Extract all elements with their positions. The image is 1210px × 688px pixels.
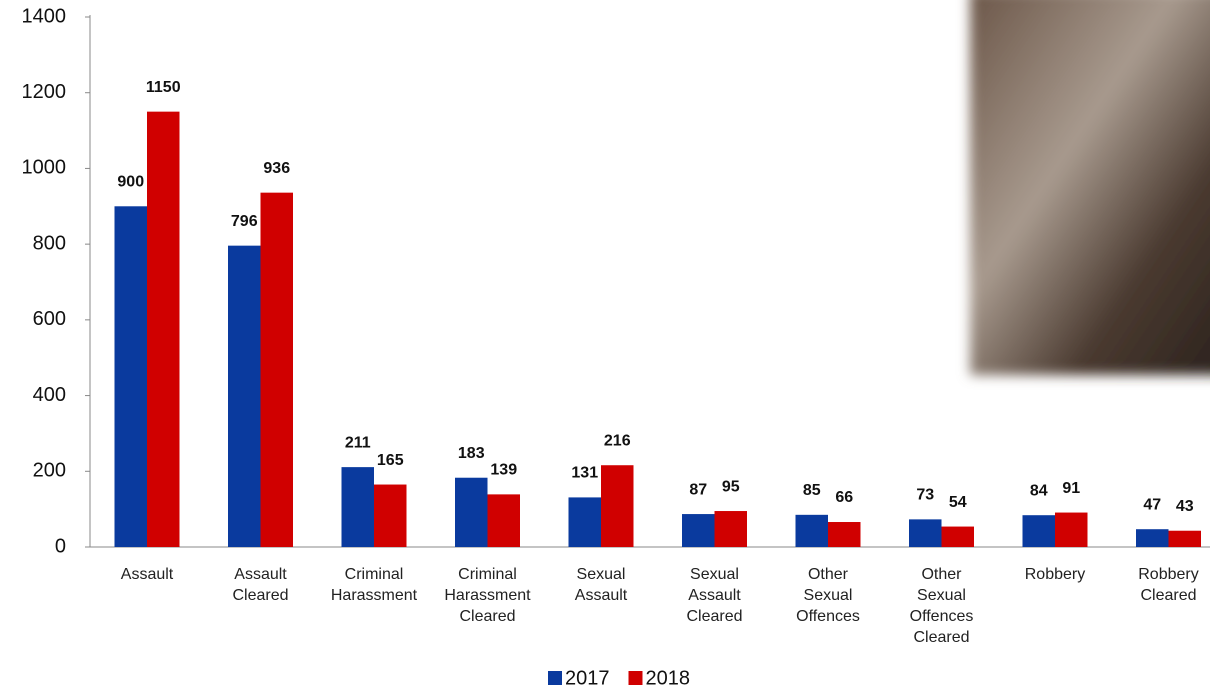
y-tick-label: 1200 bbox=[22, 81, 67, 103]
legend-swatch bbox=[628, 671, 643, 685]
data-label: 183 bbox=[458, 445, 485, 462]
bar bbox=[487, 494, 520, 547]
data-label: 47 bbox=[1143, 496, 1161, 513]
data-label: 43 bbox=[1176, 498, 1194, 515]
bar bbox=[909, 519, 942, 547]
bar bbox=[114, 206, 147, 548]
x-tick-label: Robbery bbox=[1024, 566, 1086, 583]
y-tick-label: 800 bbox=[33, 232, 66, 254]
legend-label: 2017 bbox=[565, 667, 610, 688]
x-tick-label: Other Sexual Offences bbox=[796, 566, 860, 625]
bar bbox=[1168, 530, 1201, 547]
x-tick-label: Criminal Harassment bbox=[330, 566, 418, 604]
x-tick-label: Criminal Harassment Cleared bbox=[444, 566, 531, 625]
y-tick-label: 1400 bbox=[22, 5, 67, 27]
bar bbox=[828, 522, 861, 547]
data-label: 54 bbox=[949, 494, 967, 511]
data-label: 66 bbox=[835, 489, 853, 506]
photo bbox=[970, 0, 1210, 375]
data-label: 139 bbox=[490, 462, 517, 479]
bar bbox=[601, 465, 634, 547]
data-label: 131 bbox=[571, 465, 598, 482]
x-tick-label: Robbery Cleared bbox=[1138, 566, 1199, 604]
data-label: 95 bbox=[722, 478, 740, 495]
data-label: 84 bbox=[1030, 482, 1048, 499]
data-label: 216 bbox=[604, 432, 631, 449]
x-tick-label: Assault Cleared bbox=[232, 566, 289, 604]
y-tick-label: 1000 bbox=[22, 157, 67, 179]
data-label: 936 bbox=[263, 160, 290, 177]
bar bbox=[147, 111, 180, 548]
data-label: 85 bbox=[803, 482, 821, 499]
legend-label: 2018 bbox=[646, 667, 691, 688]
data-label: 165 bbox=[377, 452, 404, 469]
y-tick-label: 400 bbox=[33, 384, 66, 406]
bar bbox=[568, 497, 601, 547]
bar bbox=[1022, 515, 1055, 547]
bar bbox=[941, 526, 974, 547]
bar bbox=[1055, 512, 1088, 547]
data-label: 796 bbox=[231, 213, 258, 230]
x-tick-label: Sexual Assault Cleared bbox=[686, 566, 743, 625]
bar bbox=[455, 477, 488, 547]
data-label: 91 bbox=[1062, 480, 1080, 497]
bar bbox=[228, 245, 261, 547]
bar bbox=[374, 484, 407, 547]
data-label: 87 bbox=[689, 481, 707, 498]
y-tick-label: 200 bbox=[33, 460, 66, 482]
data-label: 1150 bbox=[146, 79, 181, 96]
y-tick-label: 0 bbox=[55, 535, 66, 557]
bar bbox=[341, 467, 374, 547]
bar bbox=[714, 511, 747, 547]
data-label: 211 bbox=[345, 434, 371, 451]
x-tick-label: Other Sexual Offences Cleared bbox=[909, 566, 974, 646]
x-tick-label: Assault bbox=[120, 566, 174, 583]
bar bbox=[682, 514, 715, 547]
bar bbox=[1136, 529, 1169, 547]
y-tick-label: 600 bbox=[33, 308, 66, 330]
bar bbox=[795, 514, 828, 547]
x-tick-label: Sexual Assault bbox=[574, 566, 628, 604]
bar bbox=[260, 192, 293, 547]
legend-swatch bbox=[548, 671, 562, 685]
data-label: 73 bbox=[916, 487, 934, 504]
data-label: 900 bbox=[117, 174, 144, 191]
